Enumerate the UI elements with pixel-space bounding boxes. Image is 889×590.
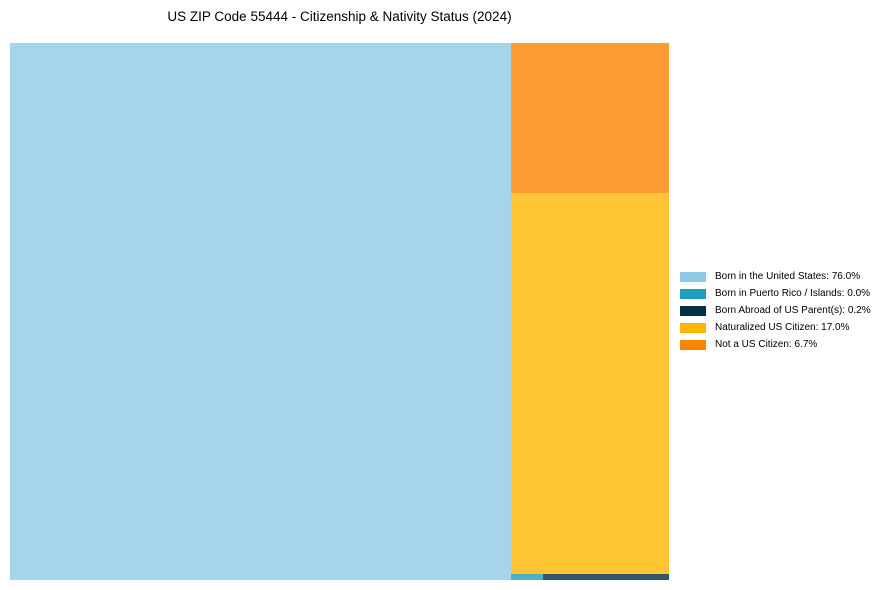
legend-item: Naturalized US Citizen: 17.0% [680,319,871,336]
treemap-tile-naturalized-us-citizen [511,193,669,574]
legend-item: Born in Puerto Rico / Islands: 0.0% [680,285,871,302]
legend-label: Born in the United States: 76.0% [715,271,861,282]
treemap-tile-born-in-puerto-rico-islands [511,574,543,580]
treemap-tile-born-abroad-of-us-parent-s- [543,574,669,580]
legend-item: Born in the United States: 76.0% [680,268,871,285]
treemap-tile-not-a-us-citizen [511,43,669,193]
legend-label: Naturalized US Citizen: 17.0% [715,322,850,333]
legend-label: Born Abroad of US Parent(s): 0.2% [715,305,871,316]
legend-swatch [680,322,706,333]
chart-title: US ZIP Code 55444 - Citizenship & Nativi… [167,9,512,24]
legend-item: Not a US Citizen: 6.7% [680,336,871,353]
legend-swatch [680,271,706,282]
legend-item: Born Abroad of US Parent(s): 0.2% [680,302,871,319]
legend-swatch [680,339,706,350]
legend-label: Born in Puerto Rico / Islands: 0.0% [715,288,871,299]
legend-label: Not a US Citizen: 6.7% [715,339,818,350]
legend-swatch [680,305,706,316]
legend: Born in the United States: 76.0% Born in … [680,268,871,353]
legend-swatch [680,288,706,299]
treemap-tile-born-in-the-united-states [10,43,511,580]
treemap-plot [10,43,669,580]
